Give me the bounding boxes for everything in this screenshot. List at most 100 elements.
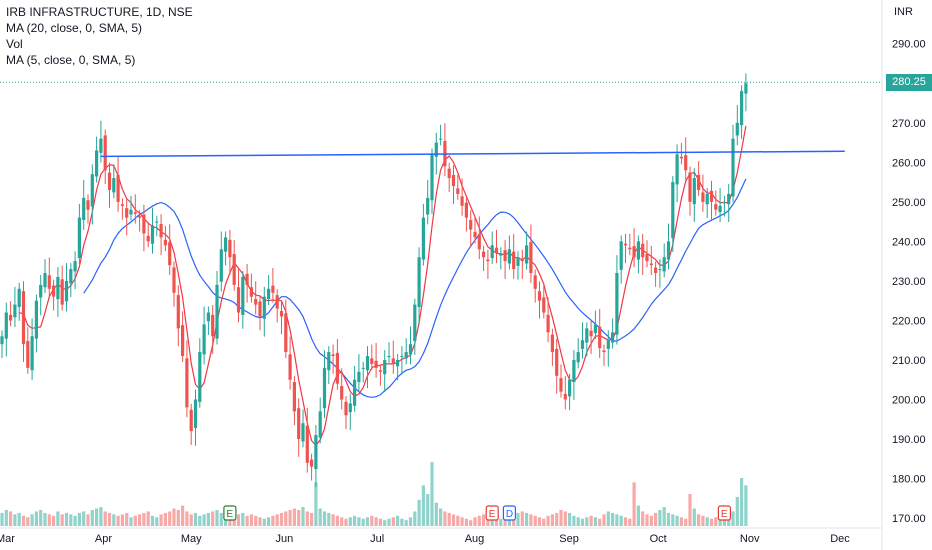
- volume-bar: [176, 510, 180, 526]
- volume-bar: [340, 517, 344, 526]
- candle-body: [172, 267, 176, 293]
- candle-body: [387, 356, 391, 358]
- volume-bar: [361, 518, 365, 526]
- candle-body: [120, 204, 124, 206]
- candle-body: [52, 285, 56, 297]
- volume-bar: [615, 514, 619, 526]
- volume-bar: [120, 514, 124, 526]
- volume-bar: [469, 520, 473, 526]
- volume-bar: [460, 517, 464, 526]
- currency-label: INR: [894, 6, 913, 18]
- ma20-legend[interactable]: MA (20, close, 0, SMA, 5): [6, 21, 143, 35]
- candle-body: [56, 276, 60, 300]
- candle-body: [611, 332, 615, 343]
- candle-body: [279, 310, 284, 317]
- volume-bar: [451, 514, 456, 526]
- volume-bar: [576, 517, 580, 526]
- volume-bar: [155, 517, 159, 526]
- volume-bar: [632, 482, 636, 526]
- volume-bar: [684, 518, 688, 526]
- candle-body: [224, 237, 228, 252]
- volume-bar: [602, 514, 606, 526]
- earnings-marker-label: E: [721, 509, 728, 520]
- candle-body: [649, 263, 653, 266]
- x-tick-label: May: [181, 533, 202, 545]
- ma5-line: [18, 125, 747, 447]
- candle-body: [13, 304, 17, 318]
- volume-bar: [525, 512, 529, 526]
- candle-body: [245, 273, 249, 285]
- candle-body: [47, 275, 51, 289]
- volume-bar: [82, 511, 86, 526]
- volume-bar: [236, 514, 241, 526]
- volume-bar: [447, 512, 451, 526]
- symbol-title[interactable]: IRB INFRASTRUCTURE, 1D, NSE: [6, 5, 193, 19]
- volume-bar: [580, 518, 585, 526]
- candle-body: [344, 401, 348, 416]
- volume-bar: [168, 511, 172, 526]
- volume-bar: [39, 510, 43, 526]
- candle-body: [146, 235, 150, 242]
- volume-bar: [353, 515, 357, 526]
- candle-body: [159, 223, 163, 238]
- candle-body: [189, 409, 193, 432]
- candle-body: [0, 336, 4, 345]
- volume-bar: [430, 462, 434, 526]
- volume-bar: [275, 514, 279, 526]
- volume-bar: [95, 508, 99, 526]
- volume-bar: [628, 518, 632, 526]
- vol-legend[interactable]: Vol: [6, 37, 23, 51]
- volume-bar: [456, 515, 460, 526]
- volume-bar: [267, 517, 271, 526]
- candle-body: [361, 367, 365, 369]
- candle-body: [456, 188, 460, 194]
- volume-bar: [112, 514, 116, 526]
- volume-bar: [271, 515, 275, 526]
- volume-bar: [193, 512, 198, 526]
- volume-bar: [482, 514, 486, 526]
- candle-body: [494, 247, 499, 254]
- volume-bar: [52, 515, 56, 526]
- candle-body: [542, 297, 546, 313]
- volume-bar: [443, 511, 447, 526]
- volume-bar: [731, 511, 735, 526]
- volume-bar: [146, 511, 150, 526]
- volume-bar: [297, 510, 301, 526]
- chart-legend: IRB INFRASTRUCTURE, 1D, NSE MA (20, clos…: [6, 4, 193, 68]
- volume-bar: [413, 511, 417, 526]
- volume-bar: [77, 512, 81, 526]
- candle-body: [460, 196, 464, 206]
- candle-body: [288, 354, 292, 380]
- candle-body: [39, 284, 43, 298]
- candle-body: [520, 259, 524, 262]
- candle-body: [550, 334, 554, 353]
- volume-bar: [86, 514, 90, 526]
- volume-bar: [125, 512, 129, 526]
- ma20-line: [83, 178, 747, 398]
- candle-body: [331, 354, 335, 357]
- volume-bar: [254, 515, 258, 526]
- volume-bar: [417, 499, 421, 526]
- candle-body: [86, 200, 90, 210]
- candle-body: [64, 280, 69, 302]
- volume-bar: [641, 511, 645, 526]
- candle-body: [654, 267, 658, 273]
- volume-bar: [185, 511, 189, 526]
- volume-bar: [64, 512, 69, 526]
- volume-bar: [365, 517, 370, 526]
- volume-bar: [56, 511, 60, 526]
- volume-bar: [572, 515, 576, 526]
- volume-bar: [559, 510, 563, 526]
- ma5-legend[interactable]: MA (5, close, 0, SMA, 5): [6, 53, 136, 67]
- y-tick-label: 270.00: [892, 118, 926, 130]
- volume-bar: [623, 517, 628, 526]
- volume-bar: [0, 512, 4, 526]
- candle-body: [383, 359, 387, 375]
- candle-body: [267, 288, 271, 300]
- volume-bar: [391, 517, 395, 526]
- volume-bar: [585, 517, 589, 526]
- volume-bar: [301, 507, 305, 526]
- candle-body: [73, 261, 77, 272]
- volume-bar: [370, 515, 374, 526]
